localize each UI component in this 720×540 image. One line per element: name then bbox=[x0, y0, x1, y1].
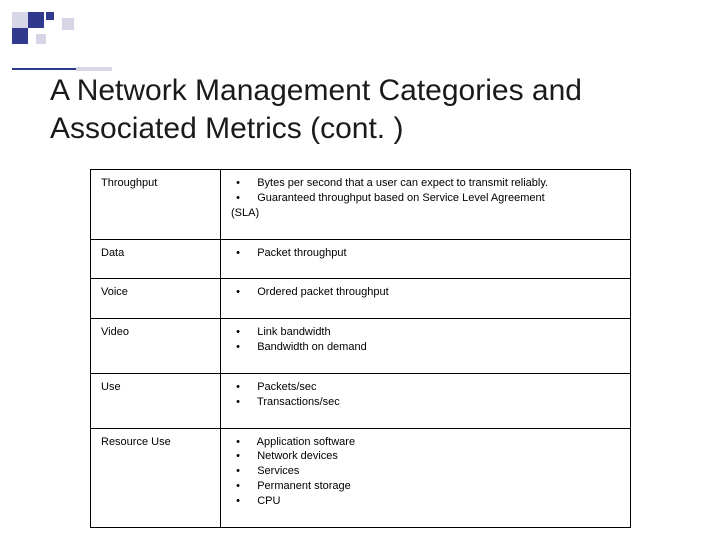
bullet-icon: • bbox=[231, 380, 245, 395]
bullet-item: • Packets/sec bbox=[231, 380, 624, 395]
table-row: Use• Packets/sec• Transactions/sec bbox=[91, 373, 631, 428]
bullet-icon: • bbox=[231, 494, 245, 509]
bullet-item: • Bytes per second that a user can expec… bbox=[231, 176, 624, 191]
metrics-cell: • Bytes per second that a user can expec… bbox=[221, 170, 631, 240]
trailing-note: (SLA) bbox=[231, 206, 624, 221]
category-cell: Video bbox=[91, 319, 221, 374]
bullet-icon: • bbox=[231, 176, 245, 191]
table-row: Data • Packet throughput bbox=[91, 239, 631, 279]
bullet-icon: • bbox=[231, 340, 245, 355]
category-cell: Data bbox=[91, 239, 221, 279]
table-row: Video• Link bandwidth• Bandwidth on dema… bbox=[91, 319, 631, 374]
metrics-cell: • Application software• Network devices•… bbox=[221, 428, 631, 527]
metrics-cell: • Ordered packet throughput bbox=[221, 279, 631, 319]
bullet-icon: • bbox=[231, 325, 245, 340]
bullet-text: Bandwidth on demand bbox=[245, 341, 367, 353]
bullet-icon: • bbox=[231, 464, 245, 479]
bullet-icon: • bbox=[231, 435, 245, 450]
category-cell: Resource Use bbox=[91, 428, 221, 527]
bullet-item: • Network devices bbox=[231, 449, 624, 464]
table-row: Resource Use• Application software• Netw… bbox=[91, 428, 631, 527]
slide: A Network Management Categories and Asso… bbox=[0, 0, 720, 540]
bullet-icon: • bbox=[231, 479, 245, 494]
category-cell: Throughput bbox=[91, 170, 221, 240]
bullet-item: • Packet throughput bbox=[231, 246, 624, 261]
table-row: Voice • Ordered packet throughput bbox=[91, 279, 631, 319]
bullet-item: • Application software bbox=[231, 435, 624, 450]
bullet-text: Packets/sec bbox=[245, 381, 317, 393]
bullet-text: Packet throughput bbox=[245, 247, 347, 259]
bullet-icon: • bbox=[231, 449, 245, 464]
metrics-cell: • Packet throughput bbox=[221, 239, 631, 279]
bullet-item: • Ordered packet throughput bbox=[231, 285, 624, 300]
corner-decoration bbox=[12, 12, 112, 62]
slide-title: A Network Management Categories and Asso… bbox=[50, 72, 670, 147]
bullet-item: • Transactions/sec bbox=[231, 395, 624, 410]
metrics-table-container: Throughput • Bytes per second that a user… bbox=[90, 169, 630, 528]
bullet-icon: • bbox=[231, 246, 245, 261]
bullet-icon: • bbox=[231, 285, 245, 300]
bullet-text: Application software bbox=[245, 436, 355, 448]
category-cell: Use bbox=[91, 373, 221, 428]
bullet-item: • Link bandwidth bbox=[231, 325, 624, 340]
bullet-icon: • bbox=[231, 395, 245, 410]
bullet-text: Bytes per second that a user can expect … bbox=[245, 177, 548, 189]
bullet-text: Link bandwidth bbox=[245, 326, 331, 338]
table-row: Throughput • Bytes per second that a user… bbox=[91, 170, 631, 240]
bullet-text: Network devices bbox=[245, 450, 338, 462]
bullet-item: • Services bbox=[231, 464, 624, 479]
bullet-text: Guaranteed throughput based on Service L… bbox=[245, 192, 545, 204]
bullet-text: Ordered packet throughput bbox=[245, 286, 389, 298]
category-cell: Voice bbox=[91, 279, 221, 319]
bullet-text: CPU bbox=[245, 495, 280, 507]
bullet-item: • Permanent storage bbox=[231, 479, 624, 494]
metrics-table: Throughput • Bytes per second that a user… bbox=[90, 169, 631, 528]
bullet-text: Transactions/sec bbox=[245, 396, 340, 408]
bullet-item: • Guaranteed throughput based on Service… bbox=[231, 191, 624, 206]
bullet-text: Permanent storage bbox=[245, 480, 351, 492]
bullet-item: • Bandwidth on demand bbox=[231, 340, 624, 355]
metrics-cell: • Packets/sec• Transactions/sec bbox=[221, 373, 631, 428]
bullet-text: Services bbox=[245, 465, 299, 477]
bullet-icon: • bbox=[231, 191, 245, 206]
metrics-cell: • Link bandwidth• Bandwidth on demand bbox=[221, 319, 631, 374]
bullet-item: • CPU bbox=[231, 494, 624, 509]
